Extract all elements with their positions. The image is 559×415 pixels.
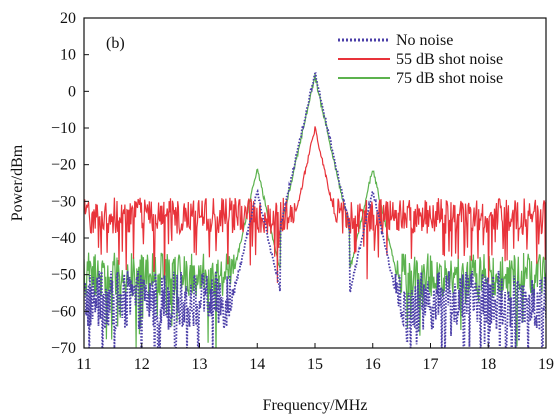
x-tick-label: 19 <box>538 356 554 373</box>
legend-label: 55 dB shot noise <box>396 51 503 68</box>
series-line-1 <box>84 126 546 286</box>
y-tick-label: 10 <box>60 47 76 64</box>
x-tick-label: 14 <box>249 356 265 373</box>
legend-label: No noise <box>396 32 453 49</box>
x-axis-label: Frequency/MHz <box>263 397 368 414</box>
x-tick-label: 18 <box>480 356 496 373</box>
x-tick-label: 11 <box>76 356 91 373</box>
y-tick-label: −50 <box>51 267 76 284</box>
y-tick-label: −40 <box>51 230 76 247</box>
legend: No noise 55 dB shot noise 75 dB shot noise <box>338 32 503 87</box>
y-tick-label: −60 <box>51 303 76 320</box>
series-line-0 <box>84 72 546 348</box>
panel-label: (b) <box>106 35 125 52</box>
x-tick-label: 15 <box>307 356 323 373</box>
series-layer <box>84 72 546 348</box>
x-tick-label: 17 <box>423 356 439 373</box>
y-tick-label: −20 <box>51 157 76 174</box>
y-axis-label: Power/dBm <box>9 144 26 221</box>
tick-layer: 11 12 13 14 15 16 17 18 19 20 10 0 −10 −20 −30 −40 −50 −6… <box>51 10 554 373</box>
y-tick-label: −10 <box>51 120 76 137</box>
y-tick-label: 0 <box>68 83 76 100</box>
y-tick-label: 20 <box>60 10 76 27</box>
y-tick-label: −70 <box>51 340 76 357</box>
x-tick-label: 12 <box>134 356 150 373</box>
x-tick-label: 16 <box>365 356 381 373</box>
y-tick-label: −30 <box>51 193 76 210</box>
x-tick-label: 13 <box>192 356 208 373</box>
legend-label: 75 dB shot noise <box>396 70 503 87</box>
